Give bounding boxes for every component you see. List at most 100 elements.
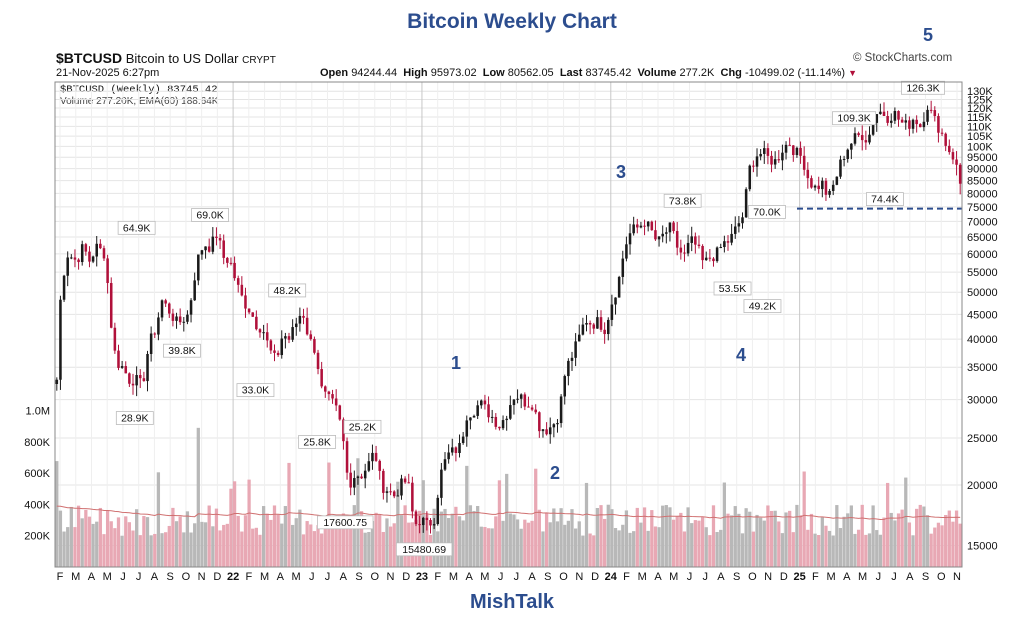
volume-bar bbox=[287, 462, 291, 567]
chart-title: Bitcoin Weekly Chart bbox=[407, 10, 617, 33]
candle-body bbox=[933, 110, 937, 117]
candle-body bbox=[411, 482, 414, 512]
x-tick-label: J bbox=[876, 571, 882, 583]
candle-body bbox=[124, 366, 128, 374]
y-tick-label: 35000 bbox=[967, 362, 998, 374]
y-tick-label: 50000 bbox=[967, 287, 998, 299]
candle-body bbox=[193, 280, 196, 301]
volume-bar bbox=[867, 533, 872, 567]
candle-body bbox=[360, 476, 363, 479]
candle-body bbox=[236, 278, 240, 285]
y-tick-label: 75000 bbox=[967, 202, 998, 214]
candle-body bbox=[548, 427, 552, 435]
volume-bar bbox=[174, 521, 179, 567]
volume-bar bbox=[280, 523, 284, 567]
volume-bar bbox=[334, 527, 338, 567]
time-axis: F M A M J J A S O N D 22 F M A M J J A S O N D 23 F M A M J J A S O N D 24 F… bbox=[57, 571, 961, 583]
volume-bar bbox=[505, 473, 509, 567]
volume-bar bbox=[820, 517, 824, 567]
volume-bar bbox=[690, 523, 694, 567]
candle-body bbox=[632, 224, 635, 234]
volume-bar bbox=[345, 517, 349, 567]
candle-body bbox=[287, 336, 291, 340]
candle-body bbox=[284, 336, 287, 339]
candle-body bbox=[661, 233, 664, 237]
x-tick-label: F bbox=[623, 571, 630, 583]
candle-body bbox=[389, 491, 392, 493]
volume-bar bbox=[871, 505, 875, 567]
volume-bar bbox=[211, 526, 215, 567]
volume-bar bbox=[388, 526, 393, 567]
volume-bar bbox=[777, 521, 781, 567]
candle-body bbox=[374, 452, 378, 461]
volume-bar bbox=[617, 530, 621, 567]
volume-bar bbox=[573, 528, 578, 567]
candle-body bbox=[276, 352, 280, 356]
candle-body bbox=[617, 276, 621, 298]
annotation-box bbox=[343, 419, 382, 434]
volume-tick-label: 1.0M bbox=[26, 406, 50, 418]
candle-body bbox=[759, 153, 762, 157]
candle-body bbox=[160, 300, 164, 318]
volume-bar bbox=[142, 516, 146, 567]
candle-body bbox=[897, 111, 900, 120]
candle-body bbox=[958, 164, 962, 184]
annotation-box bbox=[832, 111, 877, 126]
candle-body bbox=[650, 221, 654, 231]
volume-bar bbox=[167, 525, 171, 567]
candle-body bbox=[657, 236, 661, 240]
candle-body bbox=[258, 329, 262, 333]
volume-bar bbox=[519, 528, 523, 567]
volume-bar bbox=[929, 533, 933, 567]
candle-body bbox=[715, 247, 719, 262]
volume-bar bbox=[84, 509, 88, 567]
annotation-box bbox=[866, 192, 904, 207]
candle-body bbox=[178, 316, 182, 323]
candle-body bbox=[229, 262, 233, 264]
candle-body bbox=[363, 470, 367, 479]
annotation-box bbox=[115, 411, 154, 425]
volume-bar bbox=[541, 531, 545, 567]
volume-bar bbox=[131, 530, 135, 567]
candle-body bbox=[628, 233, 632, 245]
candle-body bbox=[534, 409, 537, 413]
candle-body bbox=[813, 185, 817, 188]
volume-bar bbox=[744, 508, 748, 567]
x-tick-label: J bbox=[325, 571, 331, 583]
volume-bar bbox=[635, 507, 639, 567]
candle-body bbox=[70, 257, 73, 259]
annotation-label: 49.2K bbox=[749, 301, 776, 313]
volume-bar bbox=[501, 520, 505, 567]
x-tick-label: 23 bbox=[416, 571, 428, 583]
volume-bar bbox=[686, 507, 690, 567]
candle-body bbox=[944, 133, 947, 146]
candle-body bbox=[367, 461, 371, 471]
volume-bar bbox=[80, 518, 84, 567]
volume-bar bbox=[856, 529, 861, 567]
volume-tick-label: 200K bbox=[24, 531, 50, 543]
candle-body bbox=[334, 398, 338, 406]
x-tick-label: D bbox=[402, 571, 410, 583]
x-tick-label: A bbox=[151, 571, 159, 583]
y-tick-label: 70000 bbox=[967, 216, 998, 228]
annotation-label: 126.3K bbox=[906, 82, 939, 94]
volume-bar bbox=[203, 522, 208, 567]
wave-label-5: 5 bbox=[923, 25, 934, 45]
volume-bar bbox=[809, 513, 814, 567]
volume-bar bbox=[697, 520, 701, 567]
candle-body bbox=[704, 257, 708, 261]
open-value: 94244.44 bbox=[351, 67, 398, 79]
candle-body bbox=[509, 405, 512, 419]
volume-bar bbox=[363, 532, 367, 567]
volume-bar bbox=[653, 526, 658, 567]
wave-label-4: 4 bbox=[736, 345, 747, 365]
volume-bar bbox=[628, 532, 632, 567]
volume-bar bbox=[599, 505, 603, 567]
volume-bar bbox=[563, 524, 567, 567]
volume-bar bbox=[417, 510, 422, 567]
volume-bar bbox=[298, 509, 302, 567]
x-tick-label: A bbox=[654, 571, 662, 583]
y-tick-label: 60000 bbox=[967, 249, 998, 261]
volume-bar bbox=[472, 510, 476, 567]
candle-body bbox=[505, 418, 508, 421]
